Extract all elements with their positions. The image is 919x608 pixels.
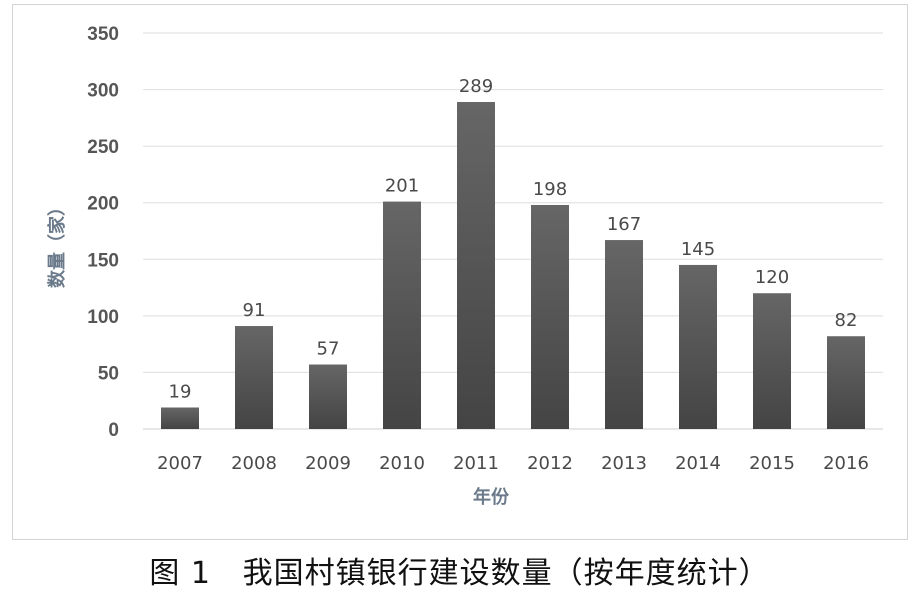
bar-2016 [827,336,865,429]
bar-2009 [309,364,347,429]
data-labels: 19 91 57 201 289 198 167 145 120 82 [169,76,858,402]
bar-2008 [235,326,273,429]
x-tick-label: 2011 [453,453,499,474]
data-label-2016: 82 [835,310,858,331]
y-tick-label: 100 [87,307,119,328]
y-tick-label: 300 [87,81,119,102]
y-tick-label: 150 [87,250,119,271]
x-tick-label: 2014 [675,453,721,474]
y-axis-title: 数量（家） [46,198,68,288]
x-tick-label: 2009 [305,453,351,474]
data-label-2015: 120 [755,267,789,288]
bar-2012 [531,204,569,429]
x-tick-label: 2013 [601,453,647,474]
data-label-2010: 201 [385,176,419,197]
y-axis-ticks: 0 50 100 150 200 250 300 350 [87,24,119,441]
x-tick-label: 2007 [157,453,203,474]
bar-2015 [753,293,791,429]
y-tick-label: 350 [87,24,119,45]
bars [161,102,865,429]
y-tick-label: 250 [87,137,119,158]
bar-2007 [161,407,199,429]
data-label-2014: 145 [681,239,715,260]
data-label-2011: 289 [459,76,493,97]
x-tick-label: 2016 [823,453,869,474]
x-tick-label: 2008 [231,453,277,474]
x-axis-ticks: 2007 2008 2009 2010 2011 2012 2013 2014 2015 2016 [157,453,869,474]
bar-2011 [457,102,495,429]
data-label-2008: 91 [243,300,266,321]
data-label-2007: 19 [169,382,192,403]
y-tick-label: 0 [108,420,119,441]
figure-caption: 图 1 我国村镇银行建设数量（按年度统计） [149,556,770,591]
y-tick-label: 200 [87,194,119,215]
chart-frame: 0 50 100 150 200 250 300 350 19 91 57 201 289 198 167… [12,4,908,540]
data-label-2013: 167 [607,214,641,235]
data-label-2009: 57 [317,339,340,360]
bar-2010 [383,201,421,429]
data-label-2012: 198 [533,179,567,200]
x-axis-title: 年份 [473,486,510,508]
bar-2014 [679,264,717,429]
x-tick-label: 2010 [379,453,425,474]
bar-2013 [605,240,643,429]
x-tick-label: 2015 [749,453,795,474]
y-tick-label: 50 [98,363,119,384]
x-tick-label: 2012 [527,453,573,474]
bar-chart: 0 50 100 150 200 250 300 350 19 91 57 201 289 198 167… [46,24,883,508]
